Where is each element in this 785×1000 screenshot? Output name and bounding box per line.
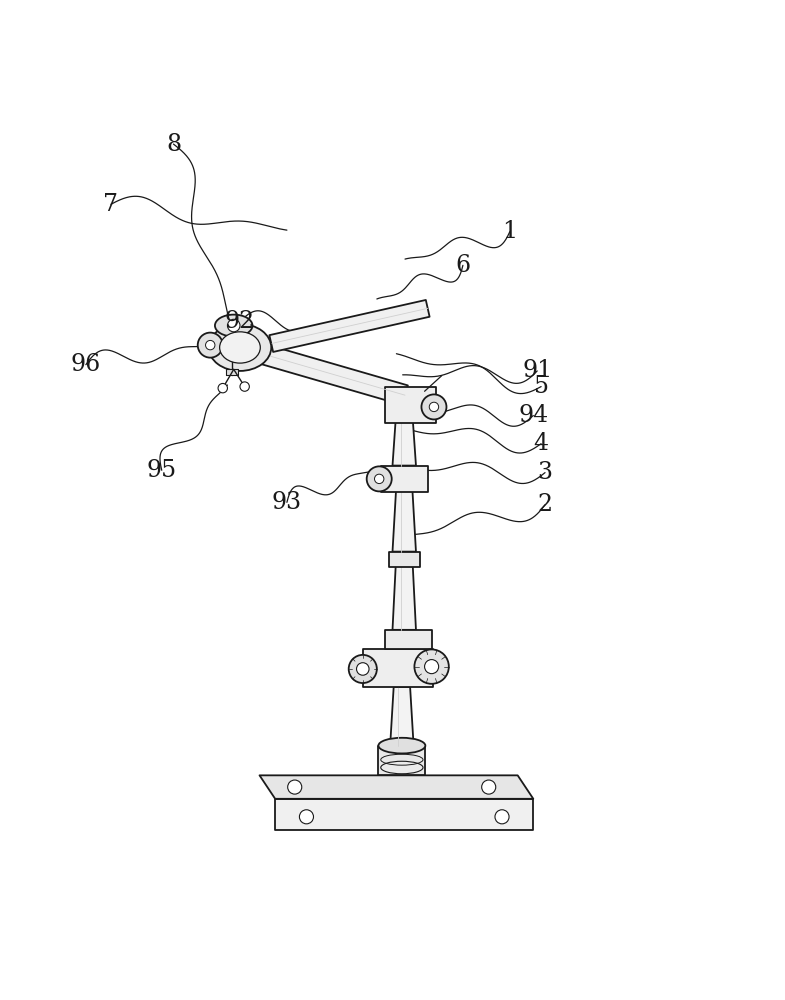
- Text: 7: 7: [104, 193, 119, 216]
- Polygon shape: [276, 799, 533, 830]
- Ellipse shape: [378, 738, 425, 753]
- Ellipse shape: [198, 333, 223, 358]
- Polygon shape: [260, 775, 533, 799]
- Polygon shape: [389, 552, 420, 567]
- Circle shape: [299, 810, 313, 824]
- Circle shape: [425, 660, 439, 674]
- Text: 2: 2: [538, 493, 553, 516]
- Text: 8: 8: [166, 133, 181, 156]
- Ellipse shape: [349, 655, 377, 683]
- Text: 5: 5: [534, 375, 549, 398]
- Circle shape: [287, 780, 301, 794]
- Polygon shape: [385, 387, 436, 423]
- Text: 4: 4: [534, 432, 549, 455]
- Polygon shape: [259, 344, 408, 405]
- Circle shape: [482, 780, 496, 794]
- Circle shape: [206, 340, 215, 350]
- Polygon shape: [390, 687, 414, 746]
- Circle shape: [495, 810, 509, 824]
- Text: 95: 95: [147, 459, 177, 482]
- Ellipse shape: [422, 394, 447, 419]
- Circle shape: [218, 383, 228, 393]
- Circle shape: [356, 663, 369, 675]
- Ellipse shape: [367, 466, 392, 491]
- Ellipse shape: [209, 324, 272, 371]
- Ellipse shape: [215, 315, 253, 337]
- Ellipse shape: [381, 761, 423, 774]
- Circle shape: [240, 382, 250, 391]
- Text: 6: 6: [455, 254, 470, 277]
- Polygon shape: [385, 630, 432, 649]
- Circle shape: [429, 402, 439, 412]
- Text: 91: 91: [522, 359, 553, 382]
- Text: 3: 3: [538, 461, 553, 484]
- Text: 96: 96: [71, 353, 101, 376]
- Text: 93: 93: [272, 491, 302, 514]
- Circle shape: [228, 319, 240, 332]
- Polygon shape: [226, 369, 239, 375]
- Ellipse shape: [220, 332, 261, 363]
- Polygon shape: [363, 649, 433, 687]
- Polygon shape: [392, 491, 416, 552]
- Circle shape: [374, 474, 384, 484]
- Text: 92: 92: [225, 310, 255, 333]
- Polygon shape: [269, 300, 429, 352]
- Polygon shape: [378, 746, 425, 775]
- Polygon shape: [392, 559, 416, 630]
- Ellipse shape: [414, 649, 449, 684]
- Text: 1: 1: [502, 220, 517, 243]
- Polygon shape: [392, 415, 416, 466]
- Text: 94: 94: [518, 404, 549, 427]
- Polygon shape: [381, 466, 428, 492]
